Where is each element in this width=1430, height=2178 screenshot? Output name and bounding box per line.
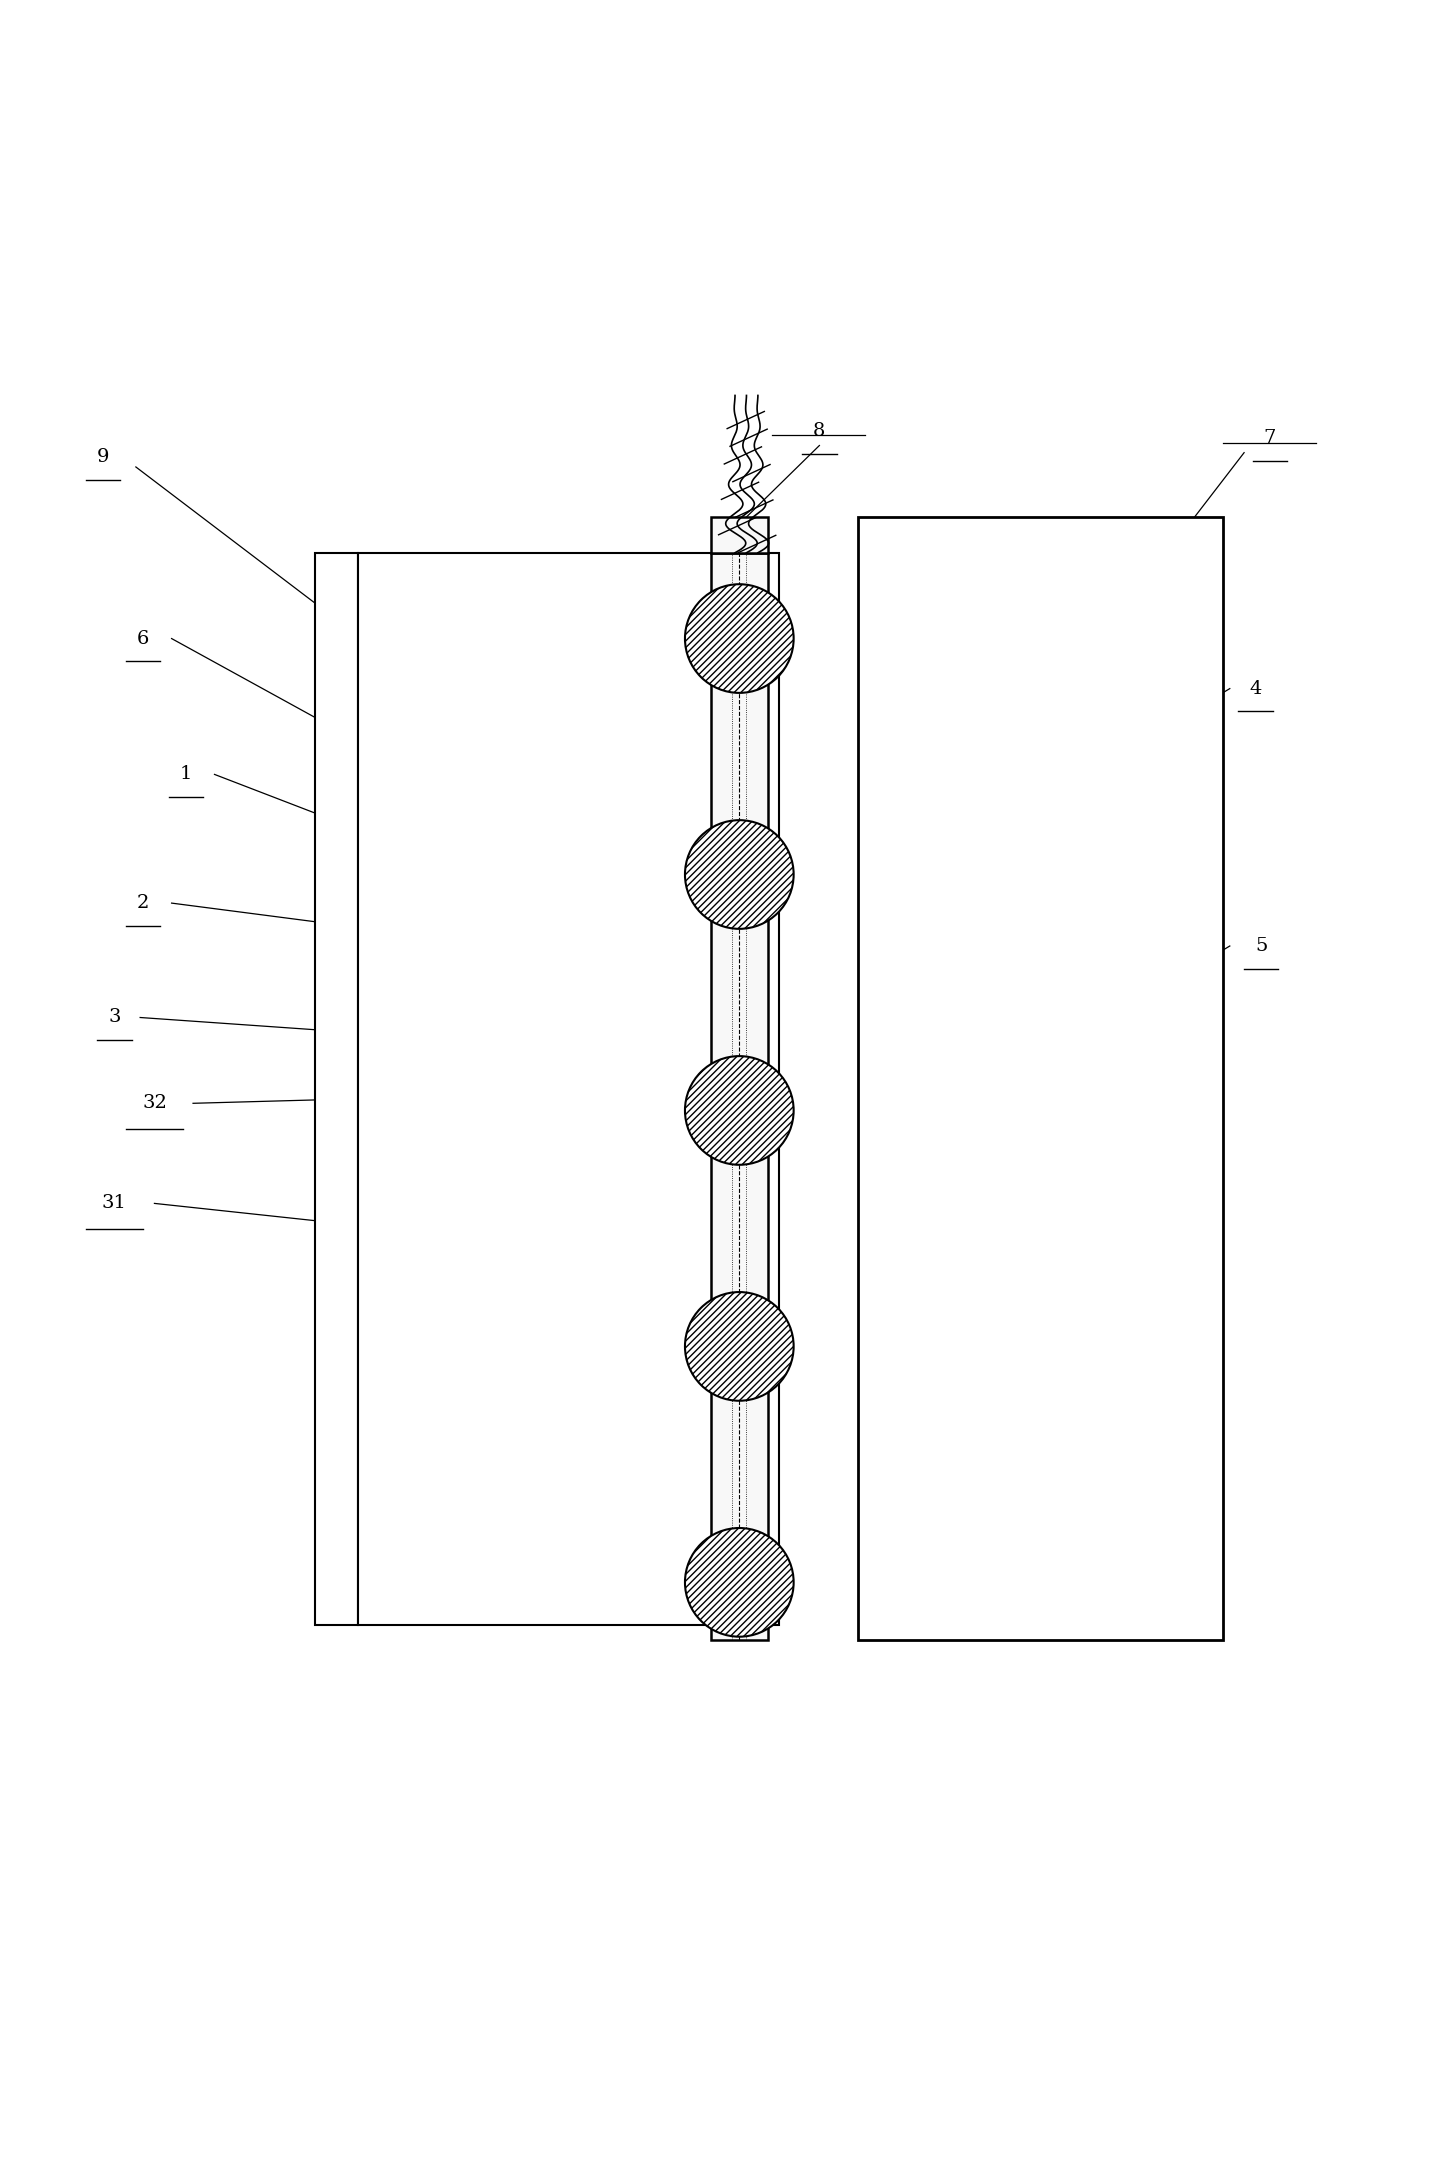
Bar — [858, 516, 1223, 1640]
Text: 31: 31 — [102, 1194, 127, 1213]
Text: 6: 6 — [137, 629, 149, 647]
Bar — [711, 516, 768, 553]
Bar — [722, 553, 754, 1625]
Circle shape — [685, 1056, 794, 1165]
Bar — [315, 553, 358, 1625]
Text: 8: 8 — [814, 423, 825, 440]
Bar — [858, 516, 1223, 1640]
Circle shape — [685, 821, 794, 928]
Bar — [358, 553, 722, 1625]
Bar — [858, 516, 1223, 1640]
Text: 9: 9 — [97, 449, 109, 466]
Circle shape — [685, 1529, 794, 1636]
Text: 5: 5 — [1256, 937, 1267, 954]
Circle shape — [685, 1292, 794, 1400]
Bar — [358, 553, 722, 1625]
Text: 2: 2 — [137, 895, 149, 913]
Text: 3: 3 — [109, 1008, 120, 1026]
Bar — [358, 553, 722, 1625]
Text: 7: 7 — [1264, 429, 1276, 446]
Bar — [711, 553, 768, 1640]
Bar — [754, 553, 779, 1625]
Bar — [315, 553, 358, 1625]
Text: 4: 4 — [1250, 680, 1261, 697]
Text: 1: 1 — [180, 764, 192, 784]
Circle shape — [685, 584, 794, 693]
Bar — [315, 553, 358, 1625]
Text: 32: 32 — [142, 1093, 167, 1113]
Bar — [754, 553, 779, 1625]
